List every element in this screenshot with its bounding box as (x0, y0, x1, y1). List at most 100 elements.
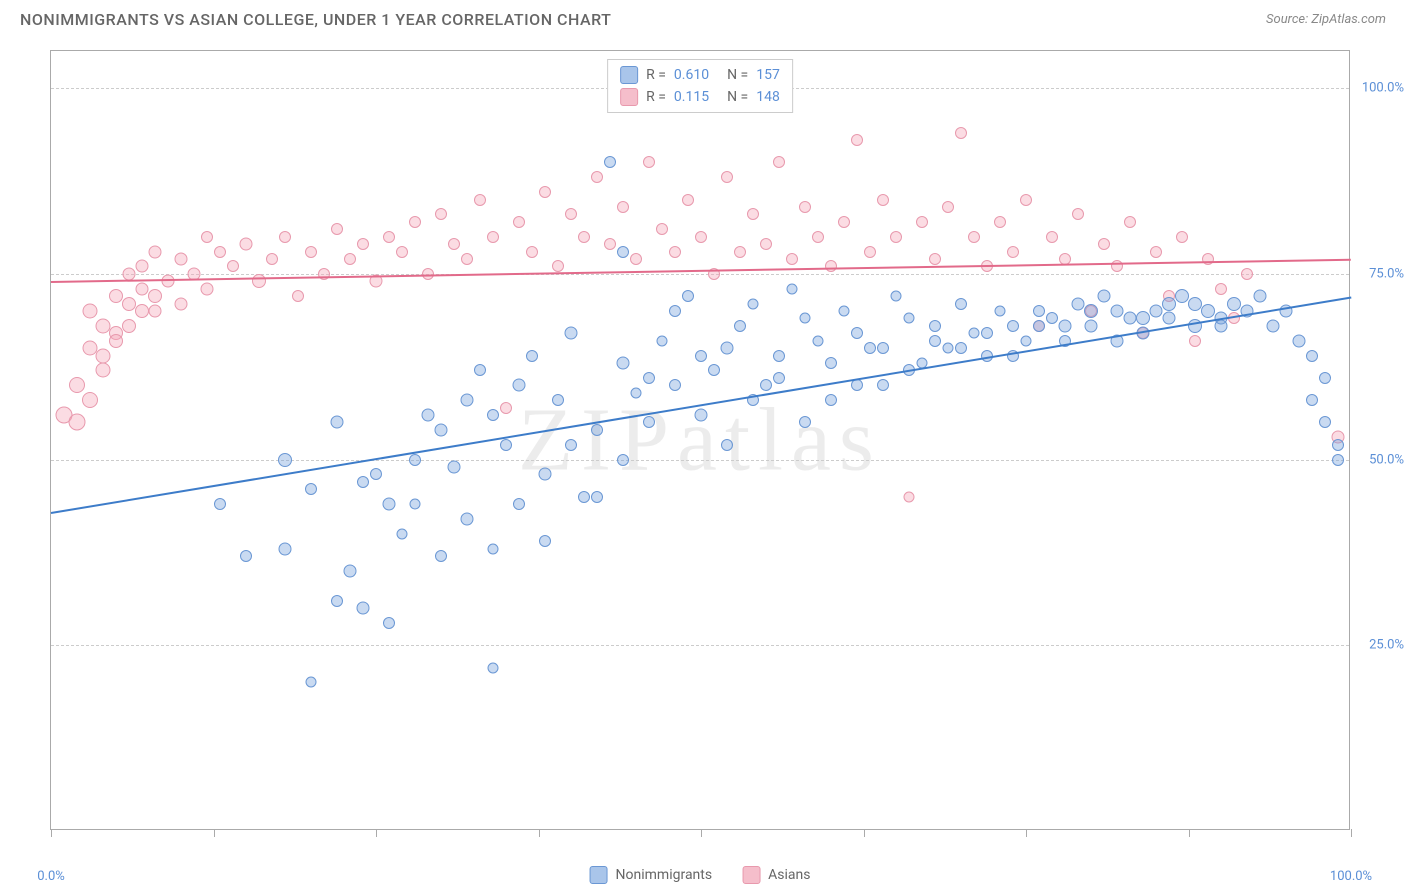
scatter-point (149, 245, 162, 258)
legend-swatch (742, 866, 760, 884)
scatter-point (344, 253, 356, 265)
scatter-point (929, 253, 941, 265)
scatter-point (1059, 319, 1072, 332)
scatter-chart: ZIPatlas 25.0%50.0%75.0%100.0%0.0%100.0%… (50, 50, 1350, 830)
scatter-point (201, 282, 214, 295)
scatter-point (1150, 246, 1162, 258)
n-value: 148 (756, 89, 780, 105)
scatter-point (747, 208, 759, 220)
scatter-point (1241, 268, 1253, 280)
scatter-point (148, 289, 162, 303)
scatter-point (565, 208, 577, 220)
scatter-point (734, 246, 746, 258)
scatter-point (397, 528, 408, 539)
scatter-point (669, 305, 681, 317)
scatter-point (1111, 305, 1124, 318)
scatter-point (175, 253, 188, 266)
x-tick-label: 0.0% (37, 869, 65, 884)
scatter-point (1254, 290, 1267, 303)
scatter-point (227, 260, 239, 272)
scatter-point (410, 499, 421, 510)
scatter-point (1021, 335, 1032, 346)
legend-item: Nonimmigrants (590, 866, 713, 884)
scatter-point (1188, 297, 1202, 311)
grid-line (51, 460, 1349, 461)
scatter-point (877, 379, 889, 391)
scatter-point (565, 327, 578, 340)
scatter-point (266, 253, 278, 265)
scatter-point (240, 550, 252, 562)
legend-row: R =0.115N =148 (620, 86, 780, 108)
scatter-point (305, 483, 317, 495)
x-tick (1026, 829, 1027, 837)
scatter-point (943, 343, 954, 354)
scatter-point (891, 291, 902, 302)
scatter-point (135, 304, 149, 318)
y-tick-label: 50.0% (1369, 452, 1404, 467)
scatter-point (122, 319, 136, 333)
x-tick (214, 829, 215, 837)
scatter-point (617, 246, 629, 258)
legend-row: R =0.610N =157 (620, 64, 780, 86)
scatter-point (1201, 304, 1215, 318)
scatter-point (695, 350, 707, 362)
scatter-point (1033, 320, 1045, 332)
scatter-point (748, 298, 759, 309)
scatter-point (825, 394, 837, 406)
scatter-point (305, 246, 317, 258)
scatter-point (721, 171, 733, 183)
scatter-point (1319, 372, 1331, 384)
scatter-point (1072, 208, 1084, 220)
scatter-point (331, 595, 343, 607)
scatter-point (539, 468, 552, 481)
scatter-point (1136, 311, 1150, 325)
scatter-point (643, 416, 655, 428)
r-label: R = (646, 89, 666, 105)
scatter-point (461, 513, 474, 526)
scatter-point (539, 186, 551, 198)
scatter-point (526, 350, 538, 362)
scatter-point (448, 461, 461, 474)
scatter-point (331, 223, 343, 235)
scatter-point (565, 439, 577, 451)
scatter-point (1072, 297, 1085, 310)
x-tick (376, 829, 377, 837)
scatter-point (812, 231, 824, 243)
scatter-point (657, 335, 668, 346)
scatter-point (773, 350, 785, 362)
scatter-point (773, 156, 785, 168)
trend-line (51, 259, 1351, 283)
scatter-point (123, 267, 136, 280)
scatter-point (578, 231, 590, 243)
scatter-point (838, 216, 850, 228)
scatter-point (995, 306, 1006, 317)
scatter-point (969, 328, 980, 339)
scatter-point (1163, 312, 1176, 325)
scatter-point (904, 491, 915, 502)
scatter-point (955, 298, 967, 310)
scatter-point (1150, 305, 1163, 318)
scatter-point (487, 409, 499, 421)
scatter-point (643, 372, 655, 384)
scatter-point (695, 231, 707, 243)
r-value: 0.610 (674, 67, 709, 83)
scatter-point (292, 290, 304, 302)
scatter-point (1267, 319, 1280, 332)
scatter-point (981, 327, 993, 339)
legend-swatch (590, 866, 608, 884)
scatter-point (1332, 439, 1344, 451)
scatter-point (69, 414, 86, 431)
scatter-point (760, 379, 772, 391)
scatter-point (591, 424, 603, 436)
scatter-point (474, 194, 486, 206)
chart-title: NONIMMIGRANTS VS ASIAN COLLEGE, UNDER 1 … (20, 10, 611, 29)
scatter-point (331, 416, 344, 429)
scatter-point (488, 662, 499, 673)
scatter-point (1007, 246, 1019, 258)
legend-swatch (620, 88, 638, 106)
grid-line (51, 274, 1349, 275)
scatter-point (1046, 231, 1058, 243)
scatter-point (422, 409, 435, 422)
scatter-point (643, 156, 655, 168)
scatter-point (1020, 194, 1032, 206)
